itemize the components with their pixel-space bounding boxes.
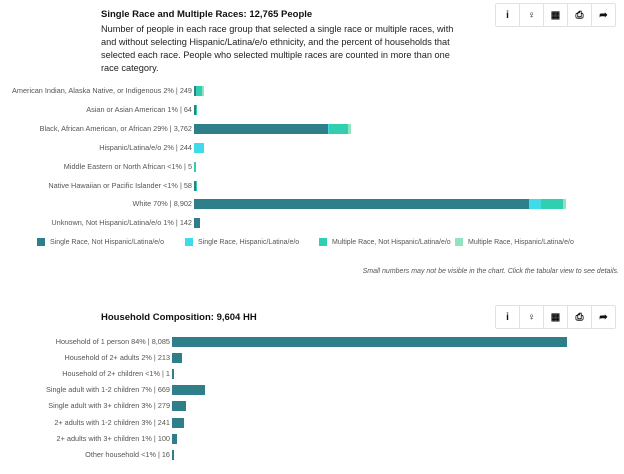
bar-label: American Indian, Alaska Native, or Indig… bbox=[12, 86, 192, 95]
info-button[interactable]: i bbox=[496, 4, 520, 26]
print-button[interactable]: ⎙ bbox=[568, 306, 592, 328]
bar-label: Black, African American, or African 29% … bbox=[39, 123, 192, 133]
bar-segment bbox=[194, 199, 529, 210]
legend-item[interactable]: Single Race, Hispanic/Latina/e/o bbox=[185, 238, 319, 246]
bar-label: Middle Eastern or North African <1% | 5 bbox=[63, 161, 192, 171]
bar-segment bbox=[194, 161, 196, 172]
bar-segment bbox=[194, 218, 200, 229]
legend-label: Multiple Race, Hispanic/Latina/e/o bbox=[468, 238, 574, 246]
bar-segment bbox=[528, 199, 542, 210]
export-icon: ➦ bbox=[599, 9, 608, 21]
stacked-bar[interactable] bbox=[194, 123, 352, 134]
legend-swatch bbox=[455, 238, 463, 246]
lightbulb-icon: ♀ bbox=[527, 311, 536, 323]
race-chart-legend: Single Race, Not Hispanic/Latina/e/o Sing… bbox=[37, 238, 585, 246]
info-icon: i bbox=[506, 311, 509, 323]
bar-segment bbox=[194, 86, 197, 96]
grid-icon: ▦ bbox=[550, 9, 561, 21]
legend-item[interactable]: Multiple Race, Hispanic/Latina/e/o bbox=[455, 238, 585, 246]
bar[interactable] bbox=[172, 337, 567, 347]
bar-label: 2+ adults with 3+ children 1% | 100 bbox=[56, 433, 170, 443]
bar-segment bbox=[194, 180, 196, 191]
bar-label: Hispanic/Latina/e/o 2% | 244 bbox=[99, 142, 192, 152]
legend-item[interactable]: Multiple Race, Not Hispanic/Latina/e/o bbox=[319, 238, 455, 246]
bar-segment bbox=[329, 123, 349, 134]
grid-button[interactable]: ▦ bbox=[544, 4, 568, 26]
household-chart-toolbar: i ♀ ▦ ⎙ ➦ bbox=[495, 305, 616, 329]
bar-segment bbox=[348, 123, 352, 134]
stacked-bar[interactable] bbox=[194, 104, 198, 115]
print-button[interactable]: ⎙ bbox=[568, 4, 592, 26]
bar-segment bbox=[195, 180, 198, 191]
legend-swatch bbox=[319, 238, 327, 246]
bar-label: Household of 1 person 84% | 8,085 bbox=[55, 337, 170, 346]
bar[interactable] bbox=[172, 369, 174, 380]
bar-label: Household of 2+ children <1% | 1 bbox=[62, 369, 170, 379]
race-chart-title: Single Race and Multiple Races: 12,765 P… bbox=[101, 9, 313, 20]
bar[interactable] bbox=[172, 353, 183, 364]
stacked-bar[interactable] bbox=[194, 142, 205, 153]
legend-label: Single Race, Hispanic/Latina/e/o bbox=[198, 238, 300, 246]
legend-item[interactable]: Single Race, Not Hispanic/Latina/e/o bbox=[37, 238, 185, 246]
race-chart-toolbar: i ♀ ▦ ⎙ ➦ bbox=[495, 3, 616, 27]
export-button[interactable]: ➦ bbox=[592, 4, 615, 26]
stacked-bar[interactable] bbox=[194, 161, 196, 172]
bar-segment bbox=[195, 104, 198, 115]
export-icon: ➦ bbox=[599, 311, 608, 323]
bar-segment bbox=[562, 199, 566, 210]
grid-button[interactable]: ▦ bbox=[544, 306, 568, 328]
bar-label: Single adult with 3+ children 3% | 279 bbox=[48, 401, 170, 411]
stacked-bar[interactable] bbox=[194, 180, 198, 191]
stacked-bar[interactable] bbox=[194, 86, 205, 96]
print-icon: ⎙ bbox=[575, 311, 584, 323]
bar[interactable] bbox=[172, 401, 186, 412]
bar-label: Unknown, Not Hispanic/Latina/e/o 1% | 14… bbox=[51, 218, 192, 228]
export-button[interactable]: ➦ bbox=[592, 306, 615, 328]
bar-label: White 70% | 8,902 bbox=[132, 199, 193, 209]
info-icon: i bbox=[506, 9, 509, 21]
bar-segment bbox=[194, 123, 328, 134]
bar-segment bbox=[196, 86, 203, 96]
print-icon: ⎙ bbox=[575, 9, 584, 21]
legend-label: Multiple Race, Not Hispanic/Latina/e/o bbox=[332, 238, 451, 246]
bar-segment bbox=[194, 142, 205, 153]
bar-segment bbox=[194, 104, 196, 115]
bar-label: Asian or Asian American 1% | 64 bbox=[86, 104, 192, 114]
grid-icon: ▦ bbox=[550, 311, 561, 323]
bar-label: 2+ adults with 1-2 children 3% | 241 bbox=[54, 417, 170, 427]
bar-segment bbox=[202, 86, 205, 96]
race-chart-description: Number of people in each race group that… bbox=[101, 24, 454, 73]
bar[interactable] bbox=[172, 417, 184, 428]
bar[interactable] bbox=[172, 433, 177, 444]
bar-label: Single adult with 1-2 children 7% | 669 bbox=[46, 385, 170, 395]
lightbulb-button[interactable]: ♀ bbox=[520, 306, 544, 328]
household-chart-title: Household Composition: 9,604 HH bbox=[101, 312, 257, 323]
legend-swatch bbox=[185, 238, 193, 246]
lightbulb-button[interactable]: ♀ bbox=[520, 4, 544, 26]
legend-swatch bbox=[37, 238, 45, 246]
stacked-bar[interactable] bbox=[194, 218, 200, 229]
bar-label: Household of 2+ adults 2% | 213 bbox=[64, 353, 170, 363]
lightbulb-icon: ♀ bbox=[527, 9, 536, 21]
bar[interactable] bbox=[172, 449, 174, 460]
chart-note: Small numbers may not be visible in the … bbox=[362, 268, 619, 275]
bar-label: Native Hawaiian or Pacific Islander <1% … bbox=[48, 180, 192, 190]
stacked-bar[interactable] bbox=[194, 199, 566, 210]
info-button[interactable]: i bbox=[496, 306, 520, 328]
bar-segment bbox=[541, 199, 563, 210]
bar-label: Other household <1% | 16 bbox=[85, 449, 170, 459]
bar[interactable] bbox=[172, 385, 205, 396]
legend-label: Single Race, Not Hispanic/Latina/e/o bbox=[50, 238, 165, 246]
bar-segment bbox=[327, 123, 330, 134]
